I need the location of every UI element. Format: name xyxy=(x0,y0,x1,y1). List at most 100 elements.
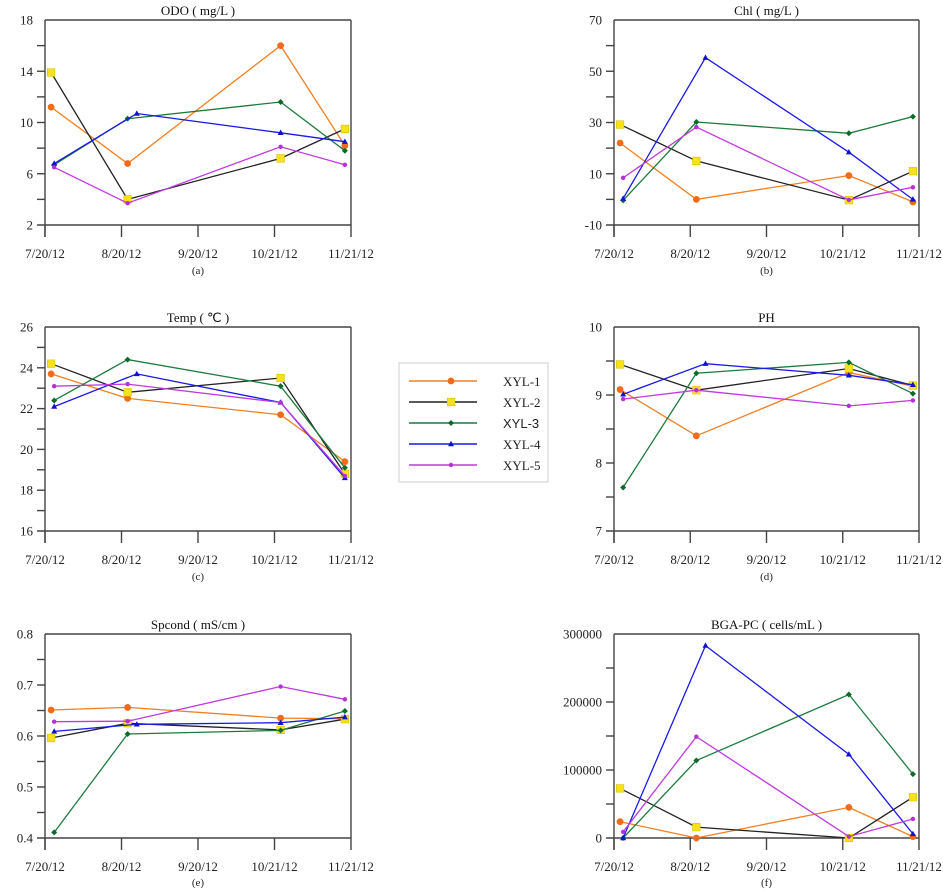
data-point xyxy=(47,359,56,368)
chart-title: Temp ( ℃ ) xyxy=(167,310,229,325)
data-point xyxy=(341,138,348,144)
data-point xyxy=(692,823,701,832)
data-point xyxy=(278,144,283,150)
series-line xyxy=(50,72,346,201)
data-point xyxy=(125,201,130,206)
series-line xyxy=(622,56,914,200)
data-point xyxy=(909,381,916,387)
x-tick-label: 9/20/12 xyxy=(747,552,787,567)
data-point xyxy=(277,99,284,105)
series-line xyxy=(50,373,346,463)
data-point xyxy=(341,464,348,471)
series-xyl-2 xyxy=(47,359,349,478)
data-point xyxy=(692,156,701,166)
y-tick-label: 14 xyxy=(20,64,34,79)
data-point xyxy=(693,118,700,125)
data-point xyxy=(693,757,700,764)
data-point xyxy=(277,129,284,135)
data-point xyxy=(51,719,57,724)
data-point xyxy=(277,383,284,390)
legend-entry-xyl-1: XYL-1 xyxy=(409,374,541,389)
x-tick-label: 9/20/12 xyxy=(747,246,787,261)
panel-label: (b) xyxy=(760,265,773,277)
x-tick-label: 7/20/12 xyxy=(25,552,65,567)
panel-label: (c) xyxy=(192,571,205,583)
x-tick-label: 10/21/12 xyxy=(251,246,297,261)
data-point xyxy=(845,372,852,378)
data-point xyxy=(340,124,349,134)
chart-panel-c: Temp ( ℃ ) 16 18 20 22 24 26 7/20/12 8/20/12 9/20… xyxy=(20,310,374,583)
legend-marker xyxy=(448,462,454,468)
data-point xyxy=(846,403,852,409)
x-tick-label: 8/20/12 xyxy=(670,552,710,567)
data-point xyxy=(616,818,624,826)
series-xyl-3 xyxy=(620,691,916,841)
data-point xyxy=(846,834,852,839)
data-point xyxy=(123,388,132,397)
data-point xyxy=(620,834,627,841)
series-line xyxy=(53,112,345,165)
y-tick-label: 200000 xyxy=(563,695,602,710)
data-point xyxy=(909,771,916,778)
data-point xyxy=(909,390,916,397)
series-xyl-5 xyxy=(51,381,348,479)
y-tick-label: 0.4 xyxy=(17,831,34,846)
y-tick-label: 18 xyxy=(20,483,33,498)
legend-label: XYL-1 xyxy=(503,374,541,389)
x-tick-label: 11/21/12 xyxy=(896,552,942,567)
y-tick-label: 300000 xyxy=(563,627,602,642)
data-point xyxy=(693,370,700,377)
data-point xyxy=(620,175,626,181)
x-tick-label: 9/20/12 xyxy=(178,859,218,874)
data-point xyxy=(908,167,917,176)
series-xyl-3 xyxy=(620,113,916,204)
data-point xyxy=(845,804,853,811)
panel-label: (e) xyxy=(192,877,205,889)
data-point xyxy=(124,160,132,167)
data-point xyxy=(277,42,285,50)
x-tick-label: 8/20/12 xyxy=(670,246,710,261)
y-tick-label: 22 xyxy=(20,401,33,416)
legend-marker xyxy=(448,440,454,447)
series-xyl-4 xyxy=(620,642,916,841)
legend-marker xyxy=(446,397,456,407)
legend-entry-xyl-3: XYL-3 xyxy=(409,416,539,431)
data-point xyxy=(910,185,916,190)
panel-label: (f) xyxy=(761,877,772,889)
y-tick-label: 6 xyxy=(27,166,34,181)
data-point xyxy=(342,162,348,167)
y-tick-label: 0.6 xyxy=(17,729,34,744)
data-point xyxy=(341,458,349,466)
data-point xyxy=(47,706,55,714)
data-point xyxy=(278,400,283,405)
x-tick-label: 11/21/12 xyxy=(896,859,942,874)
x-tick-label: 7/20/12 xyxy=(594,246,634,261)
data-point xyxy=(910,816,916,822)
data-point xyxy=(125,719,130,724)
data-point xyxy=(133,721,140,727)
data-point xyxy=(47,103,55,111)
data-point xyxy=(278,684,283,689)
y-tick-label: 10 xyxy=(20,115,33,130)
legend-entry-xyl-4: XYL-4 xyxy=(409,437,541,452)
x-tick-label: 7/20/12 xyxy=(594,859,634,874)
y-tick-label: 20 xyxy=(20,442,33,457)
y-tick-label: 26 xyxy=(20,320,34,335)
data-point xyxy=(615,784,625,793)
y-tick-label: 18 xyxy=(20,13,33,28)
x-tick-label: 7/20/12 xyxy=(25,859,65,874)
chart-panel-e: Spcond ( mS/cm ) 0.4 0.5 0.6 0.7 0.8 7/20/12 8/… xyxy=(17,617,374,889)
series-line xyxy=(619,142,914,203)
data-point xyxy=(909,113,916,120)
data-point xyxy=(845,130,852,137)
series-line xyxy=(622,115,914,201)
data-point xyxy=(277,727,284,734)
chart-panel-a: ODO ( mg/L ) 2 6 10 14 18 7/20/12 8/20/12 9/20/1… xyxy=(20,3,374,277)
x-tick-label: 10/21/12 xyxy=(820,859,866,874)
data-point xyxy=(616,139,624,147)
data-point xyxy=(702,54,709,60)
y-tick-label: -10 xyxy=(585,218,602,233)
data-point xyxy=(844,364,853,373)
